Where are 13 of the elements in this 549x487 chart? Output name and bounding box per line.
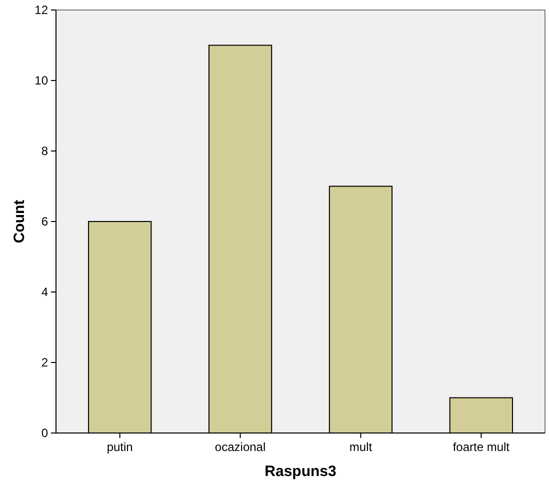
x-tick-label: foarte mult bbox=[452, 440, 510, 454]
x-axis-title: Raspuns3 bbox=[264, 463, 336, 480]
y-tick-label: 4 bbox=[41, 285, 48, 300]
x-tick-label: mult bbox=[349, 440, 373, 454]
x-tick-label: ocazional bbox=[214, 440, 266, 454]
y-tick-label: 10 bbox=[34, 74, 48, 88]
y-tick-label: 6 bbox=[41, 214, 48, 229]
y-axis-title: Count bbox=[11, 200, 28, 244]
y-tick-label: 12 bbox=[34, 3, 48, 18]
y-tick-label: 8 bbox=[41, 144, 48, 158]
y-tick-label: 2 bbox=[41, 356, 48, 370]
y-tick-label: 0 bbox=[41, 426, 48, 440]
x-tick-label: putin bbox=[106, 440, 133, 454]
